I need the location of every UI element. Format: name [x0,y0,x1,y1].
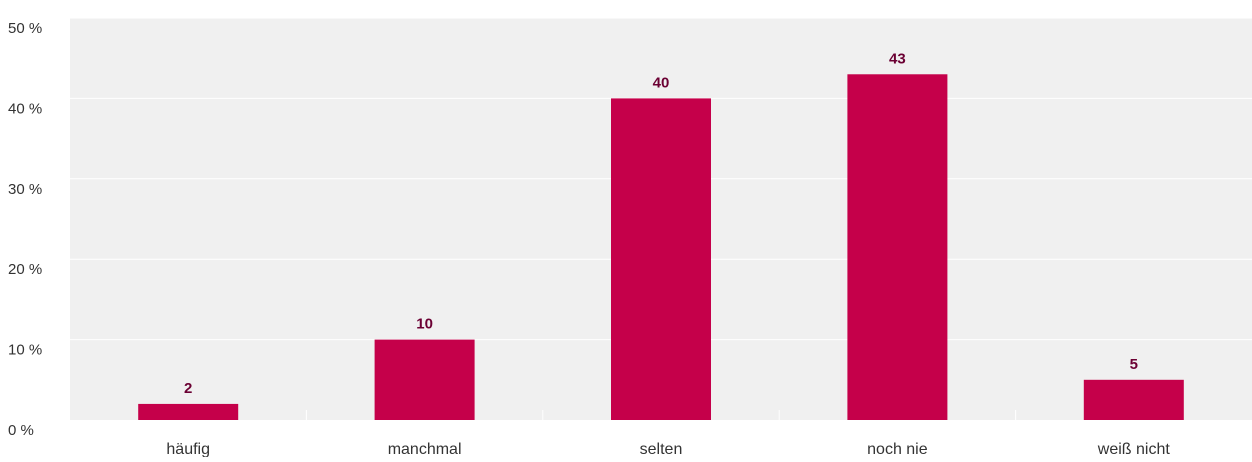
y-tick-label: 0 % [8,422,34,439]
x-category-label: noch nie [867,441,928,457]
x-category-label: manchmal [388,441,462,457]
y-tick-label: 20 % [8,261,42,278]
y-tick-label: 50 % [8,20,42,37]
bar [374,339,475,420]
value-labels: 2 10 40 43 5 [184,50,1138,397]
bar [1083,379,1184,420]
bar-value-label: 10 [416,316,433,333]
x-axis: häufig manchmal selten noch nie weiß nicht [166,410,1171,458]
bar-value-label: 2 [184,380,192,397]
y-tick-label: 10 % [8,342,42,359]
x-category-label: häufig [166,441,210,457]
bar [138,403,239,420]
bars [138,74,1184,421]
y-axis: 0 % 10 % 20 % 30 % 40 % 50 % [8,20,42,439]
bar [847,74,948,420]
x-category-label: weiß nicht [1097,441,1171,457]
bar-value-label: 40 [653,74,670,91]
x-category-label: selten [640,441,683,457]
y-tick-label: 30 % [8,181,42,198]
y-tick-label: 40 % [8,100,42,117]
bar-value-label: 43 [889,50,906,67]
bar-value-label: 5 [1130,356,1138,373]
bar [611,98,711,421]
